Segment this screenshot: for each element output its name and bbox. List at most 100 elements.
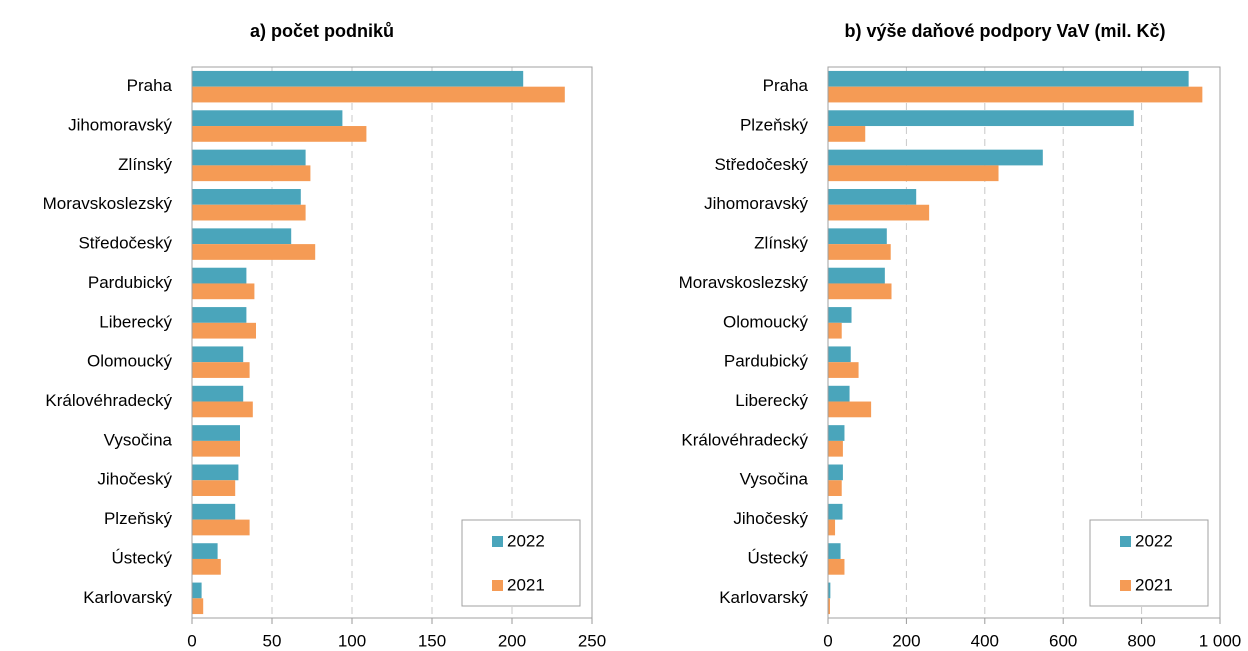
bar [828,519,836,536]
y-tick-label: Plzeňský [740,116,809,135]
y-tick-label: Praha [763,76,809,95]
legend-label: 2021 [1135,575,1173,594]
y-tick-label: Jihočeský [97,470,172,489]
y-tick-label: Pardubický [88,273,173,292]
legend-swatch [492,580,503,591]
bar [828,283,892,300]
y-tick-label: Jihomoravský [704,194,808,213]
y-tick-label: Moravskoslezský [43,194,173,213]
y-tick-label: Liberecký [735,391,808,410]
y-tick-label: Zlínský [118,155,172,174]
bar [828,307,852,323]
legend-label: 2022 [1135,531,1173,550]
bar [192,165,311,182]
y-tick-label: Liberecký [99,312,172,331]
y-tick-label: Královéhradecký [681,430,808,449]
x-tick-label: 100 [338,631,366,650]
y-tick-label: Zlínský [754,234,808,253]
bar [192,267,247,284]
bar [192,86,565,103]
bar [192,204,306,221]
y-tick-label: Jihomoravský [68,116,172,135]
bar [828,149,1043,166]
x-tick-label: 200 [892,631,920,650]
legend-swatch [1120,580,1131,591]
bar [192,401,253,418]
y-tick-label: Jihočeský [733,509,808,528]
bar [828,401,872,418]
bar [192,126,367,142]
y-tick-label: Ústecký [748,548,809,567]
bar [192,582,202,599]
bar [828,503,843,520]
bar [192,543,218,559]
legend-label: 2021 [507,575,545,594]
bar [828,322,842,339]
legend-swatch [492,536,503,547]
x-tick-label: 400 [971,631,999,650]
bar [828,165,999,182]
bar [192,385,244,402]
bar [828,267,885,284]
x-tick-label: 600 [1049,631,1077,650]
bar [192,244,316,260]
legend-box [1089,519,1209,607]
bar [192,283,255,300]
bar [192,110,343,127]
x-tick-label: 150 [418,631,446,650]
bar [828,86,1203,103]
legend-label: 2022 [507,531,545,550]
x-tick-label: 0 [187,631,196,650]
bar [828,385,850,402]
bar [828,543,841,559]
y-tick-label: Ústecký [112,548,173,567]
bar [828,189,917,205]
bar [828,558,845,575]
bar [828,204,930,221]
x-tick-label: 0 [823,631,832,650]
bar [828,464,843,481]
bar [828,598,830,615]
x-tick-label: 50 [263,631,282,650]
x-tick-label: 1 000 [1199,631,1242,650]
bar [192,346,244,363]
y-tick-label: Olomoucký [87,352,173,371]
bar [828,582,831,599]
bar [192,228,292,245]
plot-frame [827,66,1221,619]
y-tick-label: Moravskoslezský [679,273,809,292]
bar [192,425,240,441]
bar [828,110,1134,127]
bar [828,244,891,260]
bar [828,70,1189,87]
bar [192,440,240,457]
bar [828,126,866,142]
bar [192,558,221,575]
y-tick-label: Pardubický [724,352,809,371]
chart-title: b) výše daňové podpory VaV (mil. Kč) [844,21,1165,41]
bar [192,322,256,339]
bar [828,228,887,245]
bar [192,149,306,166]
y-tick-label: Vysočina [740,470,809,489]
x-tick-label: 200 [498,631,526,650]
y-tick-label: Praha [127,76,173,95]
bar [192,598,204,615]
legend-box [461,519,581,607]
bar [828,425,845,441]
y-tick-label: Středočeský [78,234,172,253]
bar [192,362,250,378]
legend-swatch [1120,536,1131,547]
bar [192,503,236,520]
y-tick-label: Vysočina [104,430,173,449]
bar [828,480,842,496]
bar [192,464,239,481]
y-tick-label: Plzeňský [104,509,173,528]
bar [192,480,236,496]
bar [192,189,301,205]
y-tick-label: Olomoucký [723,312,809,331]
bar [192,70,524,87]
plot-frame [191,66,593,619]
chart-title: a) počet podniků [250,21,394,41]
